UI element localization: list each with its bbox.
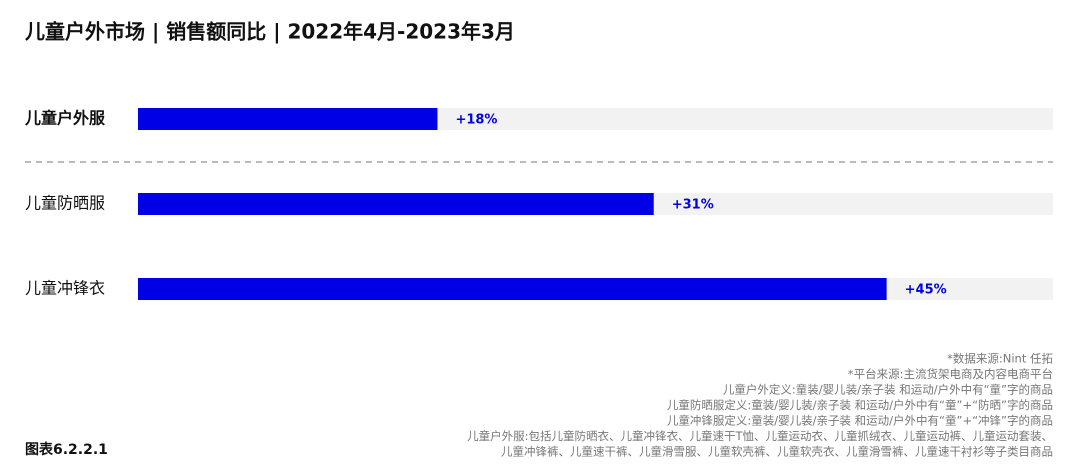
note: 儿童冲锋服定义:童装/婴儿装/亲子装 和运动/户外中有“童”+“冲锋”字的商品 [667,414,1053,428]
note: 儿童户外定义:童装/婴儿装/亲子装 和运动/户外中有“童”字的商品 [723,383,1053,397]
note: *数据来源:Nint 任拓 [947,352,1053,366]
bar [138,108,438,130]
chart-title: 儿童户外市场 | 销售额同比 | 2022年4月-2023年3月 [24,20,515,44]
bar [138,278,887,300]
category-label: 儿童户外服 [24,109,106,128]
figure-label: 图表6.2.2.1 [25,441,108,458]
value-label: +18% [455,113,497,128]
category-label: 儿童防晒服 [25,194,105,213]
note: *平台来源:主流货架电商及内容电商平台 [848,367,1053,381]
note: 儿童防晒服定义:童装/婴儿装/亲子装 和运动/户外中有“童”+“防晒”字的商品 [667,398,1053,412]
value-label: +31% [672,198,714,213]
value-label: +45% [905,283,947,298]
bar [138,193,654,215]
category-label: 儿童冲锋衣 [25,279,105,298]
note: 儿童冲锋裤、儿童速干裤、儿童滑雪服、儿童软壳裤、儿童软壳衣、儿童滑雪裤、儿童速干… [501,445,1053,459]
note: 儿童户外服:包括儿童防晒衣、儿童冲锋衣、儿童速干T恤、儿童运动衣、儿童抓绒衣、儿… [467,429,1053,443]
